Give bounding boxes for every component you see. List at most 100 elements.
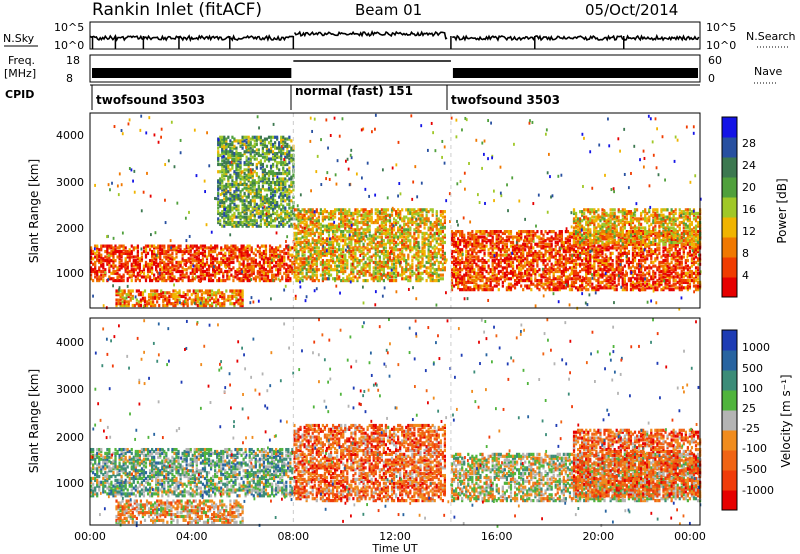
power-cell (252, 269, 255, 274)
power-cell (501, 237, 504, 241)
power-cell (172, 296, 175, 300)
power-cell (485, 282, 488, 286)
power-cell (299, 248, 302, 252)
power-cell (288, 137, 291, 141)
power-cell (274, 186, 277, 190)
power-cell (378, 278, 381, 283)
power-cell (246, 255, 249, 259)
power-cell (366, 230, 369, 234)
power-cell (281, 260, 284, 265)
power-cell (317, 255, 320, 259)
power-cell (245, 222, 248, 226)
power-cell (247, 184, 250, 188)
power-cell (317, 222, 320, 226)
power-cell (277, 259, 280, 263)
power-cell (374, 219, 377, 223)
power-cell (526, 231, 529, 236)
power-cell (223, 171, 226, 176)
power-cell (261, 211, 265, 216)
power-cell (374, 246, 377, 250)
power-cell (362, 268, 365, 272)
power-cell (378, 235, 381, 239)
power-cell (165, 264, 168, 268)
power-cell (116, 266, 119, 270)
power-cell (221, 159, 224, 163)
power-cell (168, 291, 171, 295)
power-cell (417, 246, 420, 250)
power-cell (110, 251, 113, 255)
power-cell (315, 264, 318, 268)
power-cell (228, 259, 231, 263)
power-cell (340, 268, 343, 272)
power-cell (237, 289, 240, 293)
power-cell (338, 208, 341, 212)
power-cell (274, 190, 277, 194)
power-cell (247, 164, 250, 168)
power-cell (229, 302, 232, 306)
power-cell (274, 144, 277, 148)
power-cell (520, 253, 523, 257)
power-cell (374, 275, 377, 279)
power-cell (215, 300, 218, 304)
power-cell (160, 294, 163, 299)
power-cell (124, 268, 127, 272)
power-cell (94, 269, 97, 274)
power-cell (233, 184, 236, 188)
power-cell (90, 268, 93, 272)
power-cell (544, 288, 547, 292)
power-cell (152, 293, 155, 297)
power-cell (274, 171, 277, 176)
power-cell (299, 240, 302, 245)
power-cell (295, 208, 298, 212)
power-cell (450, 233, 454, 237)
power-cell (380, 226, 383, 230)
power-cell (311, 264, 314, 268)
nave-tick-low: 0 (708, 72, 715, 85)
power-cell (218, 266, 221, 270)
power-cell (257, 161, 260, 165)
power-cell (313, 213, 316, 217)
power-cell (425, 278, 428, 283)
power-cell (267, 206, 271, 210)
power-cell (370, 259, 373, 263)
power-cell (518, 233, 521, 237)
power-cell (206, 293, 210, 297)
power-cell (399, 231, 402, 236)
power-cell (348, 230, 351, 234)
power-cell (127, 300, 130, 304)
power-cell (265, 155, 269, 159)
power-cell (329, 268, 333, 272)
nsky-panel: N.Sky 10^5 10^0 10^5 10^0 N.Search (3, 21, 796, 52)
power-cell (236, 273, 239, 277)
power-cell (340, 248, 343, 252)
power-cell (247, 142, 250, 147)
power-cell (303, 230, 306, 234)
power-cell (315, 273, 318, 277)
power-cell (329, 215, 333, 219)
power-cell (467, 249, 470, 254)
power-cell (354, 222, 357, 226)
power-cell (96, 249, 99, 254)
power-cell (450, 278, 454, 283)
power-cell (235, 179, 238, 183)
power-cell (257, 204, 260, 208)
power-cell (384, 217, 388, 221)
power-cell (344, 233, 347, 237)
power-cell (528, 264, 531, 268)
power-cell (280, 153, 283, 158)
power-cell (235, 146, 238, 150)
power-cell (372, 253, 375, 257)
power-cell (264, 248, 268, 252)
power-cell (197, 259, 200, 263)
power-cell (267, 188, 271, 192)
power-cell (452, 259, 456, 263)
power-cell (419, 275, 422, 279)
power-cell (118, 260, 121, 265)
power-cell (360, 266, 363, 270)
power-cell (338, 269, 341, 274)
power-cell (321, 262, 324, 266)
power-cell (336, 230, 339, 234)
power-cell (106, 244, 109, 248)
power-cell (522, 278, 525, 283)
power-cell (344, 213, 347, 217)
